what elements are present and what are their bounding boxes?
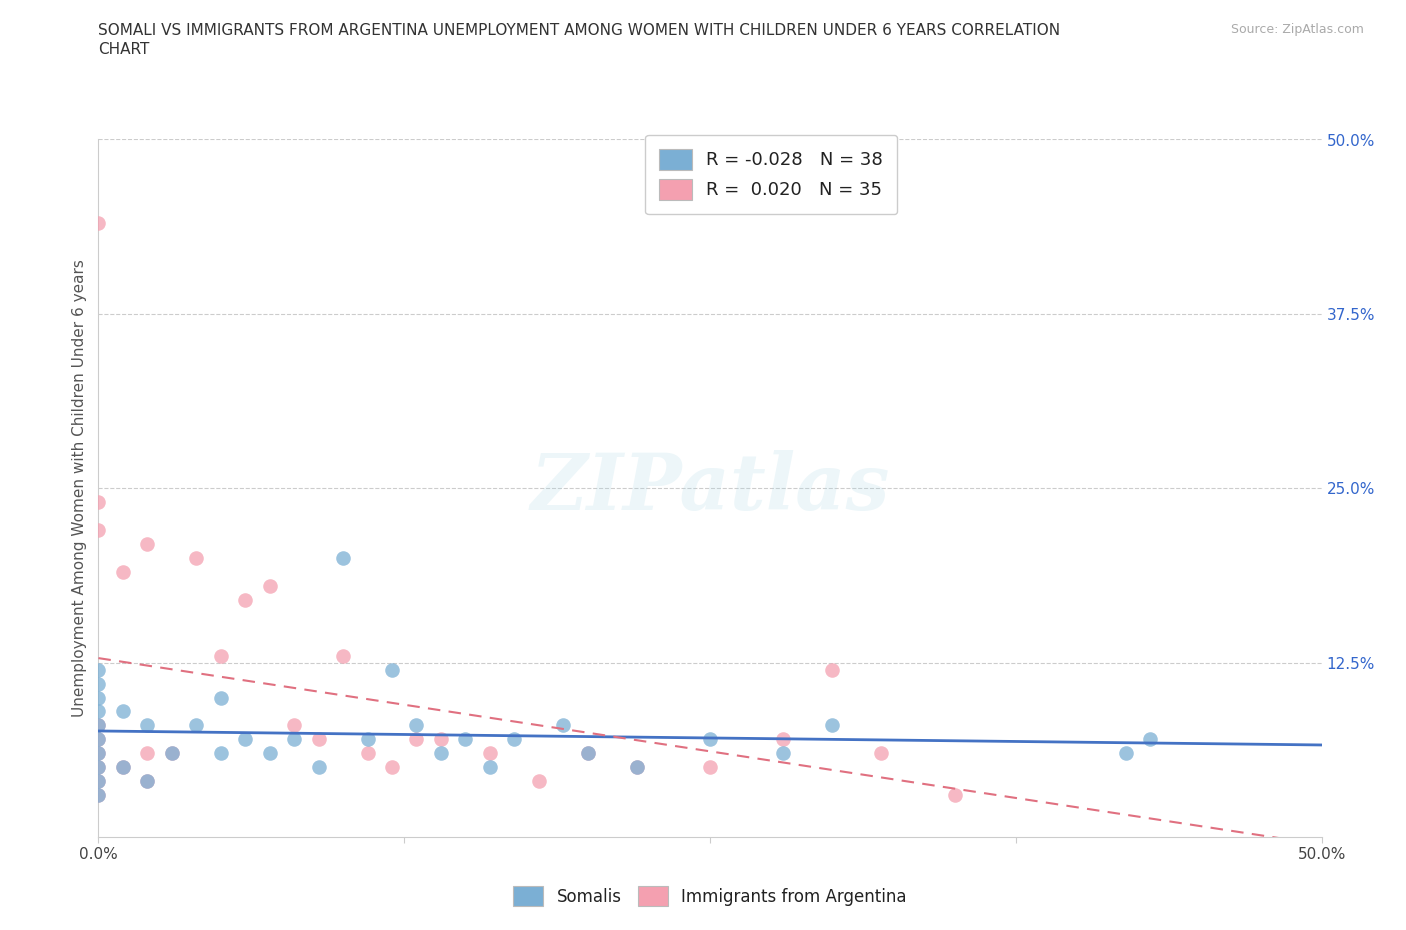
Point xyxy=(87,676,110,691)
Point xyxy=(87,718,110,733)
Point xyxy=(772,732,794,747)
Point xyxy=(87,788,110,803)
Point xyxy=(259,746,281,761)
Point xyxy=(821,718,844,733)
Point xyxy=(381,662,404,677)
Point xyxy=(87,216,110,231)
Point xyxy=(772,746,794,761)
Point xyxy=(943,788,966,803)
Point xyxy=(87,732,110,747)
Point xyxy=(160,746,183,761)
Point xyxy=(87,704,110,719)
Point xyxy=(136,718,159,733)
Point xyxy=(136,774,159,789)
Point xyxy=(1139,732,1161,747)
Point xyxy=(527,774,550,789)
Point xyxy=(160,746,183,761)
Point xyxy=(478,760,501,775)
Point xyxy=(430,746,453,761)
Point xyxy=(87,746,110,761)
Point xyxy=(699,732,721,747)
Point xyxy=(87,774,110,789)
Point xyxy=(233,732,256,747)
Y-axis label: Unemployment Among Women with Children Under 6 years: Unemployment Among Women with Children U… xyxy=(72,259,87,717)
Point xyxy=(136,746,159,761)
Point xyxy=(699,760,721,775)
Point xyxy=(821,662,844,677)
Point xyxy=(576,746,599,761)
Point xyxy=(283,718,305,733)
Point xyxy=(576,746,599,761)
Point xyxy=(87,760,110,775)
Text: CHART: CHART xyxy=(98,42,150,57)
Point xyxy=(87,662,110,677)
Point xyxy=(186,718,208,733)
Point xyxy=(87,718,110,733)
Point xyxy=(209,690,232,705)
Point xyxy=(503,732,526,747)
Text: ZIPatlas: ZIPatlas xyxy=(530,450,890,526)
Text: SOMALI VS IMMIGRANTS FROM ARGENTINA UNEMPLOYMENT AMONG WOMEN WITH CHILDREN UNDER: SOMALI VS IMMIGRANTS FROM ARGENTINA UNEM… xyxy=(98,23,1060,38)
Text: Source: ZipAtlas.com: Source: ZipAtlas.com xyxy=(1230,23,1364,36)
Point xyxy=(454,732,477,747)
Point xyxy=(111,704,134,719)
Point xyxy=(478,746,501,761)
Point xyxy=(111,565,134,579)
Point xyxy=(87,732,110,747)
Point xyxy=(186,551,208,565)
Point xyxy=(209,746,232,761)
Point xyxy=(111,760,134,775)
Point xyxy=(308,732,330,747)
Point xyxy=(1115,746,1137,761)
Point xyxy=(356,732,378,747)
Point xyxy=(87,495,110,510)
Legend: Somalis, Immigrants from Argentina: Somalis, Immigrants from Argentina xyxy=(506,880,914,912)
Point xyxy=(87,690,110,705)
Point xyxy=(87,746,110,761)
Point xyxy=(87,774,110,789)
Point xyxy=(259,578,281,593)
Point xyxy=(381,760,404,775)
Point xyxy=(209,648,232,663)
Point xyxy=(87,523,110,538)
Point xyxy=(136,537,159,551)
Point xyxy=(405,732,427,747)
Point xyxy=(430,732,453,747)
Point xyxy=(233,592,256,607)
Point xyxy=(870,746,893,761)
Point xyxy=(553,718,575,733)
Point xyxy=(405,718,427,733)
Point xyxy=(332,551,354,565)
Point xyxy=(308,760,330,775)
Point xyxy=(136,774,159,789)
Point xyxy=(87,788,110,803)
Point xyxy=(111,760,134,775)
Point xyxy=(87,760,110,775)
Point xyxy=(626,760,648,775)
Point xyxy=(332,648,354,663)
Point xyxy=(283,732,305,747)
Point xyxy=(626,760,648,775)
Point xyxy=(356,746,378,761)
